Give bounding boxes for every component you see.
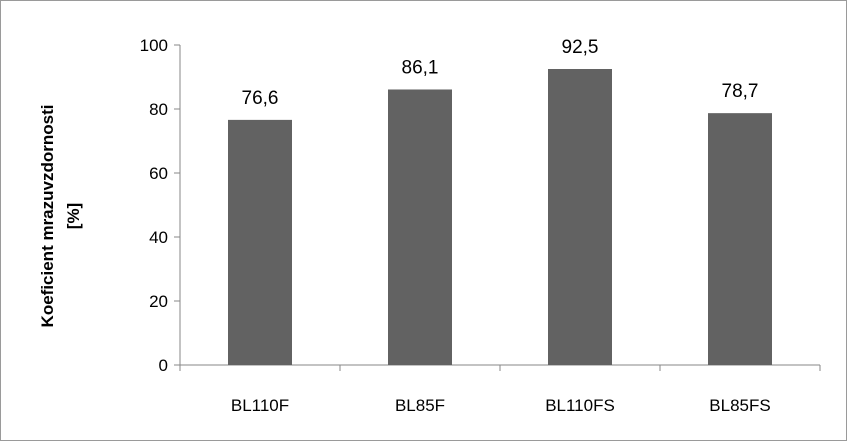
data-label-BL110FS: 92,5 xyxy=(562,37,599,58)
bar-BL85FS xyxy=(708,113,772,365)
data-label-BL85FS: 78,7 xyxy=(722,81,759,102)
y-tick-label-60: 60 xyxy=(149,164,168,183)
y-tick-label-0: 0 xyxy=(159,356,168,375)
category-label-BL85FS: BL85FS xyxy=(709,396,770,415)
data-label-BL85F: 86,1 xyxy=(402,57,439,78)
y-tick-label-100: 100 xyxy=(140,36,168,55)
category-label-BL110F: BL110F xyxy=(231,396,289,415)
y-tick-label-80: 80 xyxy=(149,100,168,119)
y-axis-title: Koeficient mrazuvzdornosti [%] xyxy=(38,105,83,328)
category-label-BL85F: BL85F xyxy=(395,396,445,415)
y-axis-title-line-2: [%] xyxy=(64,203,83,229)
y-axis-title-line-1: Koeficient mrazuvzdornosti xyxy=(38,105,57,328)
bar-BL85F xyxy=(388,89,452,365)
bar-BL110FS xyxy=(548,69,612,365)
plot-area: 0 20 40 60 80 100 76,6 BL110F 86,1 BL85F 92,5 BL110… xyxy=(140,36,821,415)
data-label-BL110F: 76,6 xyxy=(242,88,279,109)
y-tick-label-20: 20 xyxy=(149,292,168,311)
y-tick-label-40: 40 xyxy=(149,228,168,247)
bar-BL110F xyxy=(228,119,292,365)
category-label-BL110FS: BL110FS xyxy=(545,396,615,415)
